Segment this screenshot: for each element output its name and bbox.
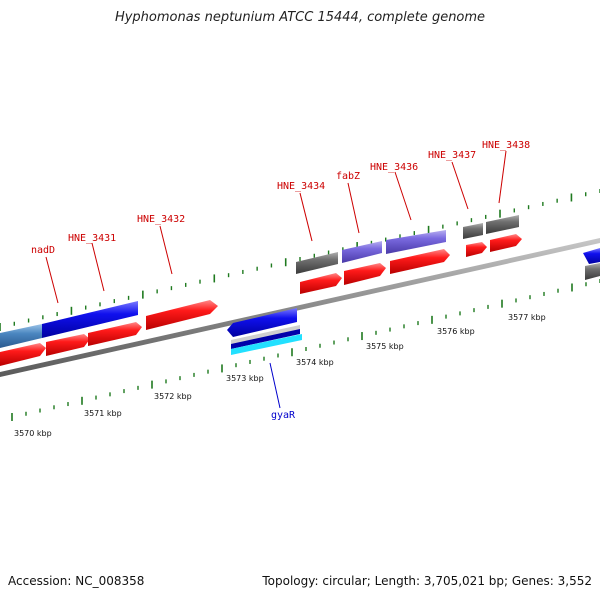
gene-label-nadD[interactable]: nadD [31, 245, 55, 256]
gene-forward-4[interactable] [146, 300, 218, 330]
gene-forward-9[interactable] [490, 234, 522, 252]
kbp-label-3576: 3576 kbp [437, 327, 475, 336]
gene-forward-5[interactable] [300, 273, 342, 294]
gene-reverse-1[interactable] [42, 301, 138, 338]
leader-HNE_3436 [394, 171, 412, 221]
gene-purple-2[interactable] [386, 230, 446, 254]
leader-HNE_3437 [451, 161, 469, 210]
leader-HNE_3432 [159, 225, 173, 275]
gene-forward-2[interactable] [46, 334, 90, 356]
kbp-label-3571: 3571 kbp [84, 409, 122, 418]
gene-label-HNE_3437[interactable]: HNE_3437 [428, 150, 476, 161]
gene-label-fabZ[interactable]: fabZ [336, 171, 360, 182]
gene-gray-2[interactable] [463, 223, 483, 239]
kbp-label-3574: 3574 kbp [296, 358, 334, 367]
gene-forward-7[interactable] [390, 249, 450, 274]
gene-gray-1[interactable] [296, 252, 338, 274]
tick-row-upper [0, 189, 600, 331]
gene-purple-1[interactable] [342, 241, 382, 263]
leader-HNE_3434 [299, 192, 313, 242]
genome-summary-text: Topology: circular; Length: 3,705,021 bp… [262, 574, 592, 588]
leader-gyaR [269, 362, 281, 409]
gene-forward-1[interactable] [0, 343, 46, 366]
gene-label-gyaR[interactable]: gyaR [271, 410, 296, 421]
gene-forward-3[interactable] [88, 322, 142, 346]
accession-text: Accession: NC_008358 [8, 574, 145, 588]
gene-label-HNE_3436[interactable]: HNE_3436 [370, 162, 418, 173]
leader-nadD [45, 256, 59, 304]
gene-forward-6[interactable] [344, 263, 386, 285]
leader-fabZ [347, 182, 360, 234]
gene-label-HNE_3434[interactable]: HNE_3434 [277, 181, 325, 192]
gene-label-HNE_3432[interactable]: HNE_3432 [137, 214, 185, 225]
leader-HNE_3438 [498, 150, 507, 204]
gene-gray-edge[interactable] [585, 263, 600, 280]
gene-gray-3[interactable] [486, 215, 519, 234]
gene-label-HNE_3431[interactable]: HNE_3431 [68, 233, 116, 244]
genome-backbone [0, 238, 600, 377]
gene-reverse-2[interactable] [227, 308, 297, 337]
gene-rna-band-3 [231, 334, 302, 355]
kbp-label-3573: 3573 kbp [226, 374, 264, 383]
gene-reverse-edge[interactable] [583, 248, 600, 264]
map-title: Hyphomonas neptunium ATCC 15444, complet… [114, 10, 486, 25]
kbp-label-3577: 3577 kbp [508, 313, 546, 322]
gene-rna-band-2 [231, 329, 300, 349]
gene-forward-8[interactable] [466, 242, 487, 257]
gene-label-HNE_3438[interactable]: HNE_3438 [482, 140, 530, 151]
gene-steel-1[interactable] [0, 324, 42, 348]
gene-rna-band-1 [231, 325, 300, 345]
leader-HNE_3431 [91, 242, 105, 292]
kbp-label-3575: 3575 kbp [366, 342, 404, 351]
kbp-label-3572: 3572 kbp [154, 392, 192, 401]
kbp-label-3570: 3570 kbp [14, 429, 52, 438]
tick-row-lower [11, 279, 600, 421]
